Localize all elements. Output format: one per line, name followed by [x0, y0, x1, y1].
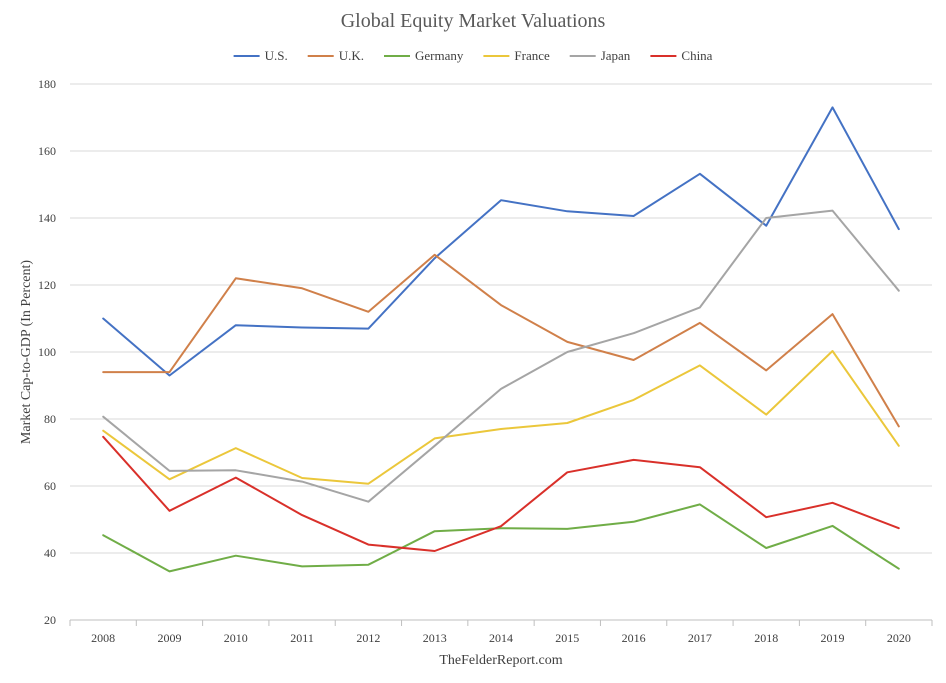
series-line-china — [102, 435, 900, 552]
x-tick-label: 2014 — [489, 631, 513, 645]
x-tick-label: 2010 — [224, 631, 248, 645]
y-tick-label: 60 — [44, 479, 56, 493]
y-tick-label: 140 — [38, 211, 56, 225]
x-tick-label: 2018 — [754, 631, 778, 645]
gridlines — [70, 83, 932, 621]
legend-label: China — [681, 48, 712, 63]
legend-item: Germany — [384, 48, 464, 63]
legend-label: U.K. — [339, 48, 364, 63]
legend: U.S. U.K. Germany France Japan China — [233, 48, 713, 63]
legend-item: U.K. — [307, 48, 364, 63]
x-tick-label: 2012 — [356, 631, 380, 645]
y-tick-label: 160 — [38, 144, 56, 158]
legend-label: Germany — [415, 48, 464, 63]
x-tick-label: 2015 — [555, 631, 579, 645]
series-line-japan — [102, 209, 900, 503]
x-tick-label: 2009 — [157, 631, 181, 645]
x-tick-label: 2013 — [423, 631, 447, 645]
y-tick-label: 120 — [38, 278, 56, 292]
source-label: TheFelderReport.com — [439, 653, 562, 668]
chart-title: Global Equity Market Valuations — [341, 10, 606, 32]
x-tick-label: 2016 — [622, 631, 646, 645]
legend-label: U.S. — [265, 48, 288, 63]
series-line-u-s — [102, 106, 900, 377]
legend-label: France — [514, 48, 550, 63]
legend-item: U.S. — [233, 48, 288, 63]
y-tick-label: 80 — [44, 412, 56, 426]
x-axis: 2008 2009 2010 2011 2012 2013 2014 2015 2016 2017… — [69, 620, 933, 645]
x-tick-label: 2011 — [290, 631, 314, 645]
y-axis-title: Market Cap-to-GDP (In Percent) — [19, 260, 34, 444]
y-tick-label: 20 — [44, 613, 56, 627]
x-tick-label: 2019 — [821, 631, 845, 645]
x-tick-label: 2008 — [91, 631, 115, 645]
x-tick-label: 2017 — [688, 631, 712, 645]
y-tick-label: 180 — [38, 77, 56, 91]
y-axis: 20 40 60 80 100 120 140 160 180 — [38, 77, 56, 627]
legend-item: Japan — [569, 48, 631, 63]
series-line-germany — [102, 503, 900, 573]
series-line-france — [102, 350, 900, 485]
series-line-u-k — [102, 253, 900, 428]
y-tick-label: 100 — [38, 345, 56, 359]
legend-item: France — [483, 48, 550, 63]
series-lines — [102, 106, 900, 573]
y-tick-label: 40 — [44, 546, 56, 560]
legend-label: Japan — [601, 48, 631, 63]
x-tick-label: 2020 — [887, 631, 911, 645]
legend-item: China — [650, 48, 713, 63]
